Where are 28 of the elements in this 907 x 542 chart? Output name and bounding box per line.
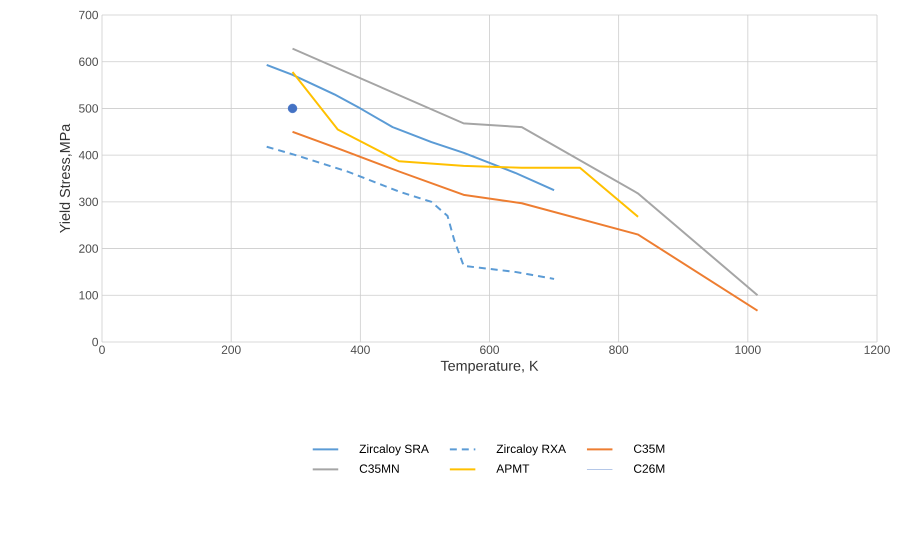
x-tick-label: 800: [609, 346, 628, 354]
line-series: [292, 130, 759, 312]
line-series: [266, 64, 556, 192]
y-axis-title: Yield Stress,MPa: [59, 124, 72, 233]
line-series: [292, 70, 640, 218]
x-tick-label: 1200: [864, 346, 890, 354]
legend-label: APMT: [496, 464, 530, 473]
x-tick-label: 200: [222, 346, 241, 354]
y-tick-label: 400: [78, 150, 98, 160]
y-tick-label: 600: [79, 57, 98, 66]
line-series: [292, 48, 759, 296]
y-tick-label: 500: [79, 104, 98, 113]
y-tick-label: 100: [79, 291, 98, 300]
x-axis-title: Temperature, K: [440, 360, 538, 374]
y-tick-label: 0: [92, 338, 98, 346]
legend-label: Zircaloy SRA: [360, 444, 429, 456]
x-tick-label: 400: [350, 346, 370, 354]
x-tick-label: 1000: [735, 346, 761, 354]
x-tick-label: 600: [480, 346, 500, 354]
legend-label: C26M: [634, 464, 664, 473]
legend-label: C35M: [634, 444, 664, 453]
y-tick-label: 300: [78, 198, 98, 206]
x-tick-label: 0: [99, 346, 105, 354]
line-series: [266, 146, 556, 280]
legend-label: Zircaloy RXA: [496, 444, 566, 456]
legend-label: C35MN: [360, 464, 399, 473]
y-tick-label: 700: [79, 10, 98, 20]
y-tick-label: 200: [79, 244, 98, 253]
